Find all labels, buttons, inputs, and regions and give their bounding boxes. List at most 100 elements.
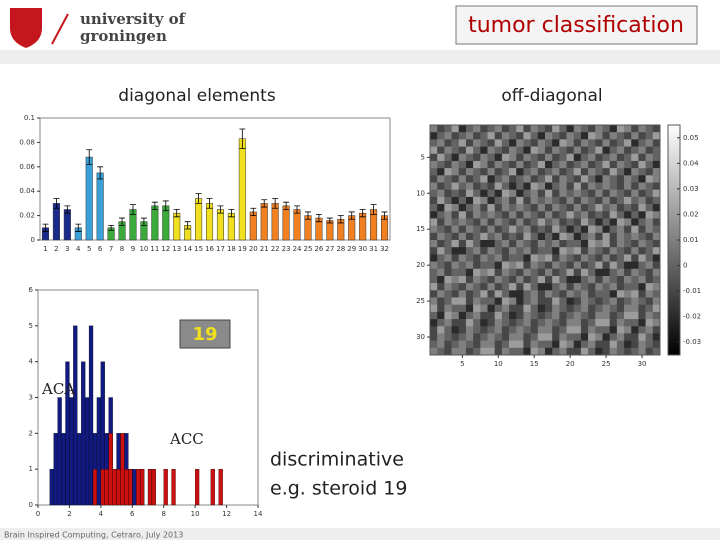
- heatmap-cell: [465, 240, 474, 248]
- heatmap-cell: [530, 196, 539, 205]
- heatmap-cell: [465, 160, 474, 169]
- heatmap-cell: [645, 189, 654, 198]
- heatmap-cell: [509, 340, 517, 349]
- heatmap-cell: [458, 160, 467, 169]
- heatmap-cell: [537, 225, 546, 234]
- heatmap-cell: [566, 225, 575, 234]
- heatmap-cell: [559, 326, 567, 334]
- heatmap-cell: [509, 153, 517, 162]
- heatmap-cell: [559, 283, 567, 291]
- heatmap-cell: [616, 189, 625, 198]
- heatmap-cell: [638, 290, 646, 298]
- heatmap-cell: [430, 319, 438, 327]
- heatmap-cell: [523, 204, 531, 212]
- heatmap-cell: [595, 304, 603, 313]
- heatmap-cell: [494, 189, 503, 198]
- bar: [238, 138, 246, 241]
- heatmap-cell: [616, 261, 625, 270]
- heatmap-cell: [588, 225, 596, 234]
- heatmap-cell: [523, 304, 531, 313]
- heatmap-cell: [602, 189, 610, 198]
- heatmap-cell: [573, 347, 582, 356]
- heatmap-cell: [480, 319, 488, 327]
- heatmap-cell: [566, 319, 575, 327]
- heatmap-cell: [430, 326, 438, 334]
- heatmap-cell: [631, 218, 639, 226]
- heatmap-cell: [530, 160, 539, 169]
- heatmap-cell: [573, 204, 582, 212]
- heatmap-cell: [545, 290, 553, 298]
- heatmap-cell: [473, 211, 481, 219]
- heatmap-cell: [516, 160, 524, 169]
- heatmap-cell: [645, 268, 654, 277]
- heatmap-cell: [609, 333, 618, 341]
- heatmap-cell: [480, 347, 488, 356]
- heatmap-cell: [652, 326, 661, 334]
- bar: [195, 198, 203, 241]
- heatmap-cell: [602, 311, 610, 320]
- error-bar: [86, 149, 93, 165]
- x-tick-label: 32: [380, 245, 389, 253]
- heatmap-cell: [573, 146, 582, 155]
- heatmap-cell: [444, 304, 452, 313]
- heatmap-cell: [487, 261, 495, 270]
- heatmap-cell: [588, 189, 596, 198]
- heatmap-cell: [645, 204, 654, 212]
- heatmap-cell: [588, 283, 596, 291]
- heatmap-cell: [595, 240, 603, 248]
- x-tick-label: 30: [358, 245, 367, 253]
- heatmap-cell: [537, 240, 546, 248]
- heatmap-cell: [588, 347, 596, 356]
- heatmap-cell: [444, 319, 452, 327]
- heatmap-cell: [566, 139, 575, 147]
- heatmap-cell: [595, 333, 603, 341]
- heatmap-cell: [501, 139, 510, 147]
- heatmap-cell: [509, 275, 517, 284]
- heatmap-cell: [552, 268, 560, 277]
- heatmap-cell: [480, 132, 488, 140]
- heatmap-cell: [609, 218, 618, 226]
- heatmap-cell: [444, 225, 452, 234]
- heatmap-cell: [545, 240, 553, 248]
- x-tick-label: 12: [222, 510, 231, 518]
- heatmap-cell: [430, 204, 438, 212]
- heatmap-cell: [559, 254, 567, 262]
- heatmap-cell: [595, 311, 603, 320]
- x-tick-label: 25: [304, 245, 313, 253]
- heatmap-cell: [580, 160, 589, 169]
- heatmap-cell: [430, 146, 438, 155]
- colorbar-tick-label: 0: [683, 262, 687, 270]
- heatmap-cell: [523, 139, 531, 147]
- heatmap-cell: [465, 146, 474, 155]
- heatmap-cell: [516, 218, 524, 226]
- heatmap-cell: [494, 196, 503, 205]
- heatmap-cell: [631, 311, 639, 320]
- heatmap-cell: [580, 261, 589, 270]
- heatmap-cell: [588, 168, 596, 176]
- heatmap-cell: [580, 132, 589, 140]
- heatmap-cell: [559, 297, 567, 305]
- heatmap-cell: [451, 326, 460, 334]
- heatmap-cell: [523, 311, 531, 320]
- heatmap-cell: [545, 347, 553, 356]
- heatmap-cell: [566, 160, 575, 169]
- heatmap-cell: [530, 153, 539, 162]
- x-tick-label: 15: [194, 245, 203, 253]
- heatmap-cell: [451, 160, 460, 169]
- heatmap-cell: [645, 347, 654, 356]
- heatmap-cell: [480, 311, 488, 320]
- heatmap-cell: [609, 319, 618, 327]
- heatmap-cell: [616, 319, 625, 327]
- heatmap-cell: [465, 311, 474, 320]
- heatmap-cell: [494, 225, 503, 234]
- heatmap-cell: [494, 347, 503, 356]
- heatmap-cell: [602, 139, 610, 147]
- heatmap-cell: [566, 182, 575, 190]
- histogram-bar: [49, 469, 54, 506]
- heatmap-cell: [444, 189, 452, 198]
- heatmap-cell: [595, 319, 603, 327]
- x-tick-label: 8: [120, 245, 124, 253]
- heatmap-cell: [501, 232, 510, 241]
- heatmap-cell: [437, 204, 445, 212]
- error-bar: [315, 213, 322, 223]
